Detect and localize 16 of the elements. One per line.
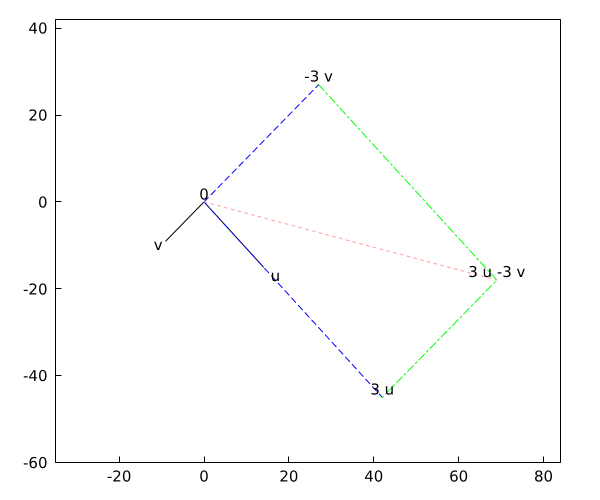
y-tick-label: -40	[23, 367, 48, 386]
annotation: 3 u -3 v	[468, 263, 526, 282]
series-label: v	[154, 236, 163, 254]
y-tick-label: -60	[23, 454, 48, 472]
x-tick-label: 80	[534, 468, 554, 486]
y-tick-label: 20	[28, 106, 48, 125]
annotation: 0	[199, 185, 209, 204]
x-tick-label: 20	[279, 468, 298, 486]
x-tick-label: 0	[199, 468, 209, 486]
x-tick-label: -20	[106, 468, 132, 486]
x-tick-label: 40	[364, 468, 384, 486]
y-tick-label: 0	[38, 193, 48, 212]
y-tick-label: -20	[23, 280, 48, 298]
annotation: -3 v	[304, 68, 334, 86]
x-tick-label: 60	[449, 468, 468, 486]
y-tick-label: 40	[28, 20, 48, 38]
